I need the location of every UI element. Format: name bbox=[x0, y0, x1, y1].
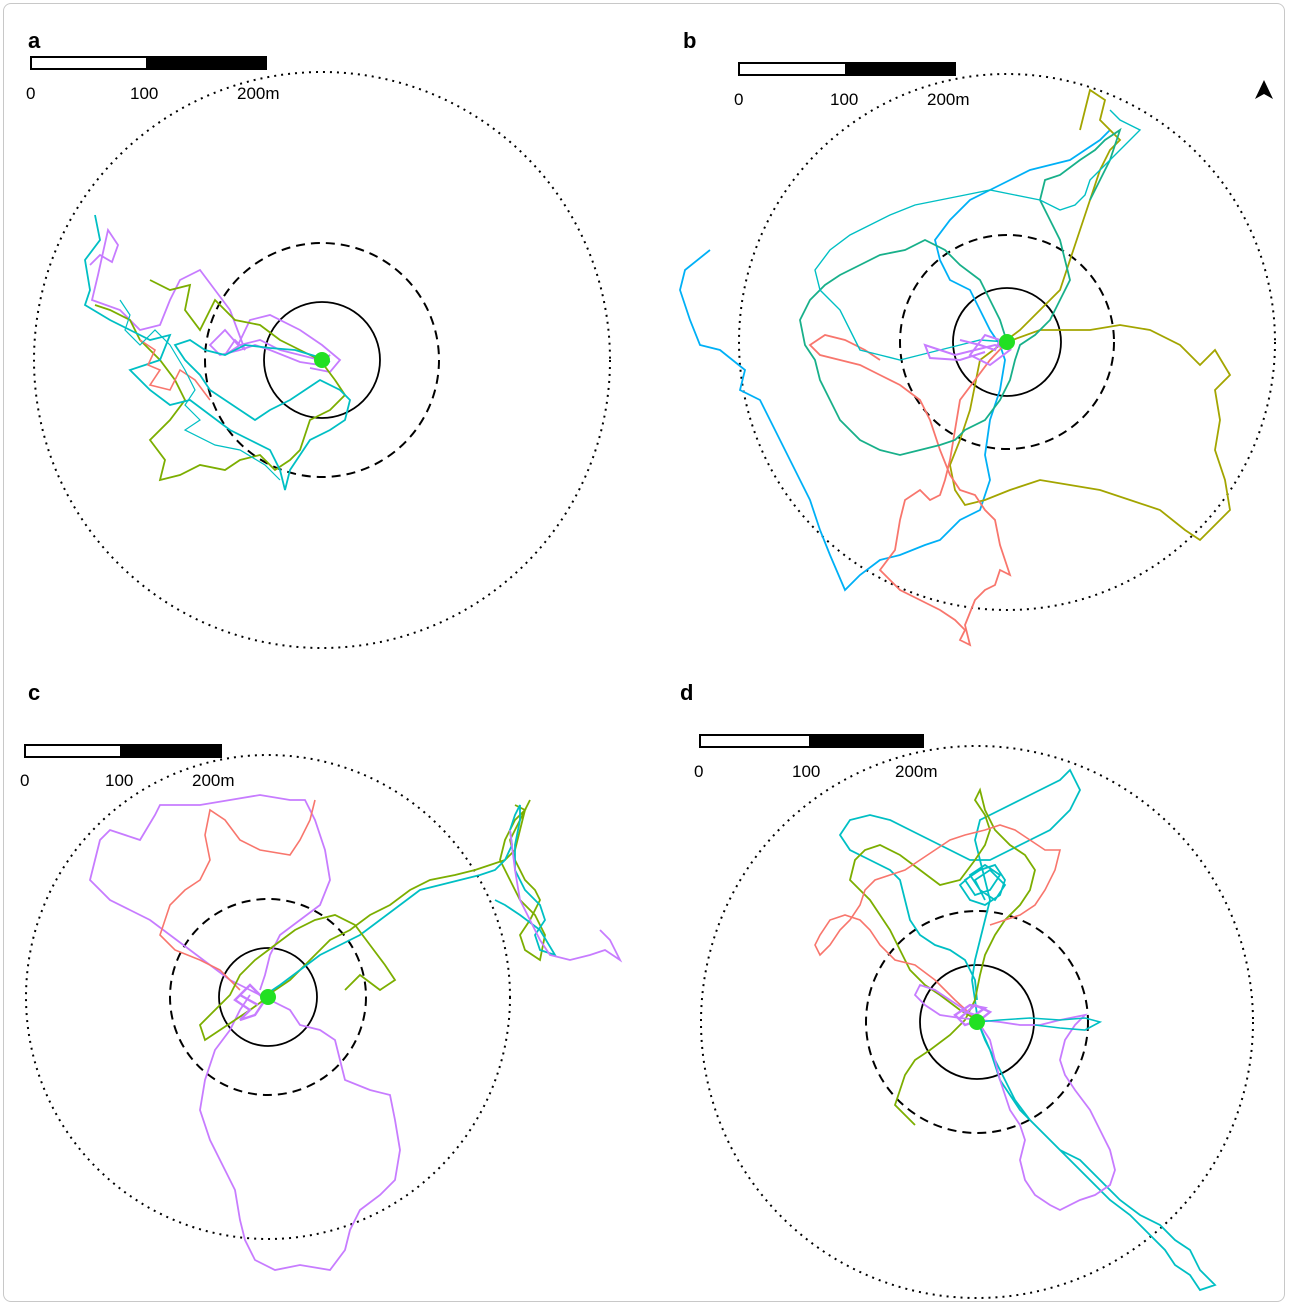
panel-b: b 0 100 200m bbox=[679, 28, 1276, 647]
scale-label-0: 0 bbox=[20, 771, 29, 790]
scale-bar: 0 100 200m bbox=[20, 744, 235, 790]
track-1 bbox=[89, 227, 342, 373]
middle-buffer-circle bbox=[169, 898, 367, 1096]
scale-label-100: 100 bbox=[830, 90, 858, 109]
track-3 bbox=[808, 334, 1012, 647]
track-1 bbox=[679, 129, 1111, 592]
scale-label-100: 100 bbox=[130, 84, 158, 103]
site-marker bbox=[314, 352, 330, 368]
site-marker bbox=[969, 1014, 985, 1030]
middle-buffer-circle bbox=[865, 910, 1089, 1134]
scale-label-0: 0 bbox=[734, 90, 743, 109]
inner-buffer-circle bbox=[919, 964, 1035, 1080]
track-5 bbox=[119, 299, 281, 481]
scale-bar-black-segment bbox=[809, 734, 924, 748]
scale-bar-black-segment bbox=[120, 744, 222, 758]
inner-buffer-circle bbox=[952, 287, 1062, 397]
track-6 bbox=[976, 1017, 1103, 1031]
site-marker bbox=[260, 989, 276, 1005]
movement-tracks bbox=[814, 768, 1217, 1292]
movement-tracks bbox=[83, 214, 351, 491]
scale-label-0: 0 bbox=[694, 762, 703, 781]
scale-label-200m: 200m bbox=[237, 84, 280, 103]
track-3 bbox=[83, 214, 351, 491]
middle-buffer-circle bbox=[899, 234, 1115, 450]
scale-label-0: 0 bbox=[26, 84, 35, 103]
outer-buffer-circle bbox=[33, 71, 611, 649]
scale-bar-white-segment bbox=[24, 744, 122, 758]
scale-bar-black-segment bbox=[146, 56, 267, 70]
scale-bar: 0 100 200m bbox=[734, 62, 970, 109]
track-1 bbox=[89, 794, 401, 1271]
panel-label: d bbox=[680, 680, 693, 705]
track-4 bbox=[139, 339, 211, 401]
outer-buffer-circle bbox=[700, 745, 1254, 1299]
track-2 bbox=[264, 799, 546, 998]
panel-d: d 0 100 200m bbox=[680, 680, 1254, 1299]
inner-buffer-circle bbox=[263, 301, 381, 419]
track-2 bbox=[949, 88, 1232, 542]
site-marker bbox=[999, 334, 1015, 350]
scale-bar-white-segment bbox=[30, 56, 148, 70]
panel-label: c bbox=[28, 680, 40, 705]
middle-buffer-circle bbox=[204, 242, 440, 478]
track-7 bbox=[953, 1003, 993, 1027]
scale-label-200m: 200m bbox=[192, 771, 235, 790]
panel-label: a bbox=[28, 28, 41, 53]
track-3 bbox=[814, 824, 1062, 1021]
track-6 bbox=[923, 333, 1013, 367]
scale-bar: 0 100 200m bbox=[694, 734, 938, 781]
track-7 bbox=[233, 983, 267, 1022]
track-4 bbox=[913, 983, 1116, 1212]
scale-label-100: 100 bbox=[792, 762, 820, 781]
movement-tracks bbox=[89, 794, 623, 1271]
scale-label-200m: 200m bbox=[895, 762, 938, 781]
scale-bar-white-segment bbox=[699, 734, 811, 748]
scale-label-100: 100 bbox=[105, 771, 133, 790]
track-2 bbox=[849, 787, 1036, 1126]
panel-c: c 0 100 200m bbox=[20, 680, 623, 1271]
movement-tracks bbox=[679, 88, 1232, 647]
track-1 bbox=[838, 768, 1217, 1292]
scale-bar: 0 100 200m bbox=[26, 56, 280, 103]
scale-label-200m: 200m bbox=[927, 90, 970, 109]
panel-a: a 0 100 200m bbox=[26, 28, 611, 649]
panel-label: b bbox=[683, 28, 696, 53]
track-5 bbox=[509, 829, 623, 963]
inner-buffer-circle bbox=[218, 947, 318, 1047]
north-arrow-icon bbox=[1255, 80, 1273, 99]
scale-bar-black-segment bbox=[845, 62, 956, 76]
track-6 bbox=[198, 914, 397, 1042]
track-4 bbox=[159, 799, 316, 991]
outer-buffer-circle bbox=[738, 73, 1276, 611]
track-5 bbox=[814, 109, 1142, 361]
figure-frame bbox=[3, 3, 1285, 1302]
track-2 bbox=[94, 279, 347, 482]
track-5 bbox=[958, 863, 1007, 906]
outer-buffer-circle bbox=[25, 754, 511, 1240]
scale-bar-white-segment bbox=[738, 62, 847, 76]
track-4 bbox=[799, 127, 1122, 456]
